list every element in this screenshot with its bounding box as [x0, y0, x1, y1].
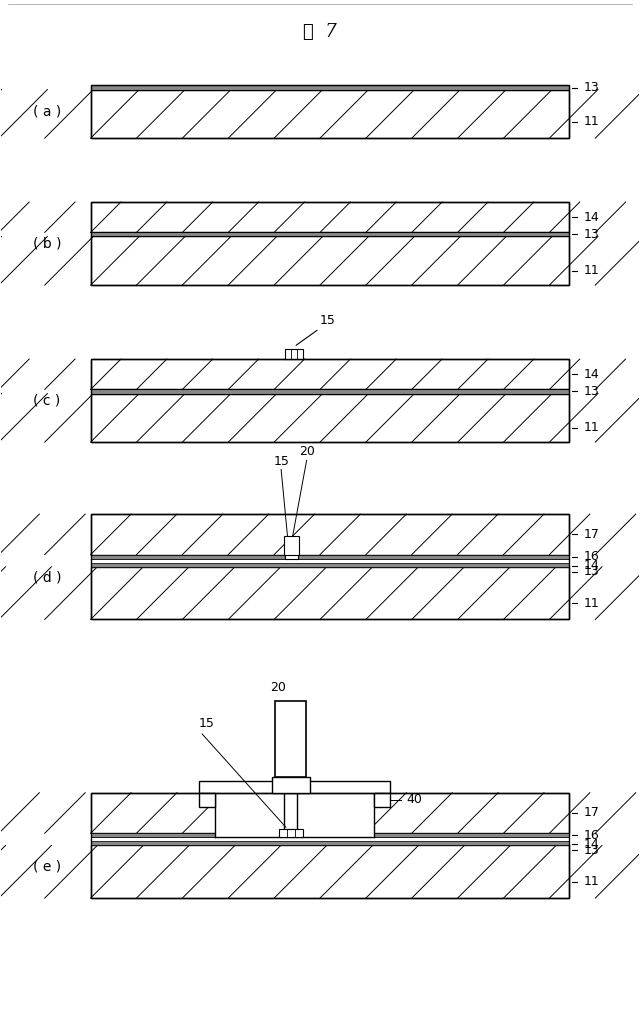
Bar	[91, 837, 568, 841]
Bar	[91, 359, 568, 389]
Bar	[284, 536, 299, 555]
Text: 14: 14	[583, 368, 599, 381]
Text: 13: 13	[583, 228, 599, 241]
Bar	[91, 202, 568, 285]
Bar	[91, 359, 568, 442]
Text: 20: 20	[270, 682, 286, 694]
Text: 11: 11	[583, 422, 599, 435]
Text: 14: 14	[583, 210, 599, 224]
Bar	[91, 792, 568, 898]
Text: ( a ): ( a )	[33, 105, 61, 119]
Bar	[275, 700, 306, 776]
Text: 40: 40	[406, 793, 422, 807]
Bar	[285, 545, 298, 559]
Text: 16: 16	[583, 829, 599, 842]
Bar	[91, 233, 568, 237]
Bar	[91, 85, 568, 138]
Bar	[91, 85, 568, 89]
Bar	[91, 89, 568, 138]
Bar	[91, 514, 568, 555]
Text: 20: 20	[299, 445, 314, 458]
Text: ( c ): ( c )	[33, 393, 61, 407]
Bar	[199, 792, 215, 807]
Bar	[285, 348, 303, 359]
Text: ( e ): ( e )	[33, 860, 61, 874]
Text: 11: 11	[583, 876, 599, 888]
Text: 17: 17	[583, 807, 599, 820]
Bar	[199, 780, 390, 792]
Bar	[91, 833, 568, 837]
Text: 15: 15	[273, 455, 289, 468]
Text: 13: 13	[583, 385, 599, 398]
Bar	[278, 829, 303, 837]
Text: 13: 13	[583, 565, 599, 578]
Bar	[91, 563, 568, 567]
Bar	[91, 845, 568, 898]
Bar	[91, 559, 568, 563]
Bar	[91, 393, 568, 442]
Bar	[91, 841, 568, 845]
Text: 14: 14	[583, 559, 599, 572]
Text: 11: 11	[583, 116, 599, 128]
Text: 17: 17	[583, 528, 599, 541]
Text: 15: 15	[319, 314, 335, 326]
Bar	[215, 792, 374, 837]
Text: ( b ): ( b )	[33, 237, 61, 251]
Bar	[91, 792, 568, 833]
Text: 14: 14	[583, 838, 599, 850]
Text: 11: 11	[583, 264, 599, 277]
Text: 図  7: 図 7	[303, 22, 337, 41]
Text: 15: 15	[199, 717, 215, 729]
Text: 13: 13	[583, 81, 599, 94]
Bar	[91, 202, 568, 233]
Bar	[91, 389, 568, 393]
Bar	[271, 776, 310, 792]
Bar	[91, 567, 568, 620]
Bar	[374, 792, 390, 807]
Text: ( d ): ( d )	[33, 570, 61, 584]
Text: 11: 11	[583, 596, 599, 610]
Bar	[91, 555, 568, 559]
Text: 16: 16	[583, 550, 599, 563]
Bar	[91, 514, 568, 620]
Bar	[91, 237, 568, 285]
Text: 13: 13	[583, 844, 599, 856]
